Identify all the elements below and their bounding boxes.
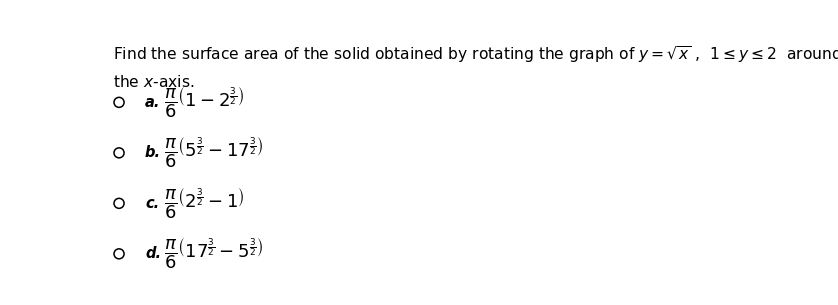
Text: b.: b. (145, 145, 161, 160)
Text: $\dfrac{\pi}{6}\left(2^{\frac{3}{2}} - 1\right)$: $\dfrac{\pi}{6}\left(2^{\frac{3}{2}} - 1… (164, 186, 245, 221)
Text: $\dfrac{\pi}{6}\left(1 - 2^{\frac{3}{2}}\right)$: $\dfrac{\pi}{6}\left(1 - 2^{\frac{3}{2}}… (164, 85, 245, 120)
Text: $\dfrac{\pi}{6}\left(5^{\frac{3}{2}} - 17^{\frac{3}{2}}\right)$: $\dfrac{\pi}{6}\left(5^{\frac{3}{2}} - 1… (164, 135, 264, 170)
Text: a.: a. (145, 95, 160, 110)
Text: c.: c. (145, 196, 159, 211)
Text: d.: d. (145, 246, 161, 261)
Text: the $x$-axis.: the $x$-axis. (112, 74, 194, 90)
Text: $\dfrac{\pi}{6}\left(17^{\frac{3}{2}} - 5^{\frac{3}{2}}\right)$: $\dfrac{\pi}{6}\left(17^{\frac{3}{2}} - … (164, 236, 264, 271)
Text: Find the surface area of the solid obtained by rotating the graph of $y = \sqrt{: Find the surface area of the solid obtai… (112, 44, 838, 65)
